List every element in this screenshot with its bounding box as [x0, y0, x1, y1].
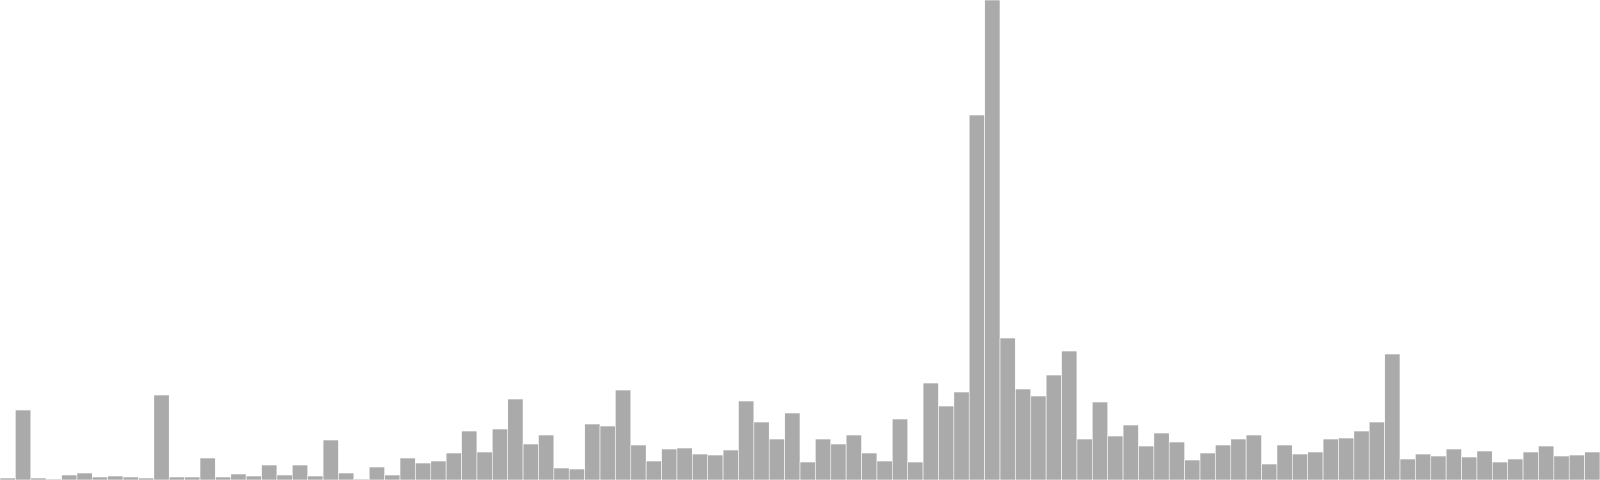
bar-13: [200, 458, 215, 480]
bar-30: [462, 431, 477, 480]
bar-74: [1138, 446, 1153, 480]
bar-49: [754, 422, 769, 480]
bar-32: [492, 429, 507, 480]
bar-62: [954, 392, 969, 480]
bar-82: [1262, 464, 1277, 480]
bar-29: [446, 453, 461, 480]
bar-101: [1554, 456, 1569, 480]
bar-68: [1046, 375, 1061, 480]
bar-63: [969, 115, 984, 480]
bar-60: [923, 383, 938, 480]
bar-58: [892, 419, 907, 480]
bar-78: [1200, 453, 1215, 480]
bar-36: [554, 468, 569, 480]
bar-72: [1108, 436, 1123, 480]
bar-22: [338, 473, 353, 480]
bar-51: [785, 413, 800, 480]
bar-87: [1338, 438, 1353, 480]
bar-19: [292, 465, 307, 480]
bar-53: [815, 439, 830, 480]
bar-65: [1000, 338, 1015, 480]
bar-66: [1015, 389, 1030, 480]
bar-48: [738, 401, 753, 480]
bar-103: [1585, 452, 1600, 480]
bar-99: [1523, 452, 1538, 480]
bar-96: [1477, 451, 1492, 480]
bar-10: [154, 395, 169, 480]
bar-61: [938, 406, 953, 480]
bar-38: [585, 424, 600, 480]
bar-20: [308, 476, 323, 480]
bar-80: [1231, 439, 1246, 480]
bar-31: [477, 452, 492, 480]
bar-18: [277, 475, 292, 480]
bar-24: [369, 467, 384, 480]
bar-4: [62, 475, 77, 480]
bar-98: [1508, 459, 1523, 480]
bar-52: [800, 462, 815, 480]
bar-67: [1031, 396, 1046, 480]
bar-35: [538, 435, 553, 480]
bar-81: [1246, 435, 1261, 480]
bar-73: [1123, 425, 1138, 480]
bar-1: [15, 410, 30, 480]
bar-92: [1415, 454, 1430, 480]
bar-39: [600, 426, 615, 480]
bar-69: [1062, 351, 1077, 480]
bar-88: [1354, 431, 1369, 480]
bar-54: [831, 444, 846, 480]
bar-77: [1185, 460, 1200, 480]
bar-75: [1154, 433, 1169, 480]
bar-42: [646, 461, 661, 480]
bar-26: [400, 458, 415, 480]
bar-15: [231, 474, 246, 480]
bar-7: [108, 476, 123, 480]
bar-21: [323, 440, 338, 480]
bar-25: [385, 475, 400, 480]
bar-97: [1492, 462, 1507, 480]
bar-5: [77, 473, 92, 480]
bar-102: [1569, 455, 1584, 480]
bar-93: [1431, 456, 1446, 480]
bar-76: [1169, 442, 1184, 480]
bar-64: [985, 0, 1000, 480]
bar-34: [523, 444, 538, 480]
bar-85: [1308, 452, 1323, 480]
bar-56: [862, 453, 877, 480]
bar-71: [1092, 402, 1107, 480]
bar-44: [677, 448, 692, 480]
bar-45: [692, 454, 707, 480]
bar-46: [708, 455, 723, 480]
bar-89: [1369, 422, 1384, 480]
bar-41: [631, 445, 646, 480]
bar-43: [662, 449, 677, 480]
bar-100: [1538, 446, 1553, 480]
bar-27: [415, 463, 430, 480]
bar-17: [262, 465, 277, 480]
bar-86: [1323, 439, 1338, 480]
bar-70: [1077, 439, 1092, 480]
bar-57: [877, 461, 892, 480]
bar-16: [246, 476, 261, 480]
bar-47: [723, 450, 738, 480]
bar-59: [908, 462, 923, 480]
bar-33: [508, 399, 523, 480]
bar-55: [846, 435, 861, 480]
bar-83: [1277, 445, 1292, 480]
bar-40: [615, 390, 630, 480]
bar-94: [1446, 449, 1461, 480]
bar-79: [1215, 445, 1230, 480]
bar-28: [431, 461, 446, 480]
bar-95: [1462, 457, 1477, 480]
bar-37: [569, 469, 584, 480]
bar-91: [1400, 459, 1415, 480]
bar-84: [1292, 454, 1307, 480]
bar-50: [769, 439, 784, 480]
bar-90: [1385, 354, 1400, 480]
